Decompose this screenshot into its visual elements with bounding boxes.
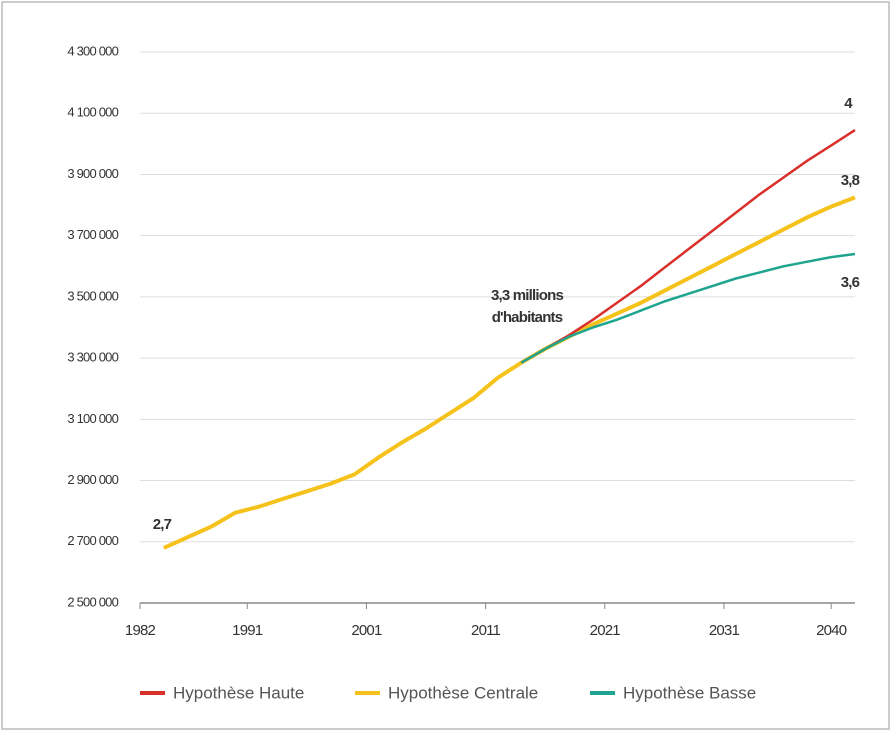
y-tick-label: 2 500 000 (67, 594, 118, 609)
y-tick-label: 3 900 000 (67, 166, 118, 181)
x-tick-label: 2011 (471, 622, 501, 639)
y-tick-label: 4 100 000 (67, 105, 118, 120)
x-tick-label: 2040 (816, 622, 847, 639)
annotation: 2,7 (153, 516, 172, 533)
y-tick-label: 3 100 000 (67, 411, 118, 426)
y-tick-label: 2 900 000 (67, 472, 118, 487)
series-line (520, 129, 856, 364)
annotation: 3,3 millions (491, 287, 564, 304)
y-tick-label: 3 500 000 (67, 288, 118, 303)
series-line (520, 252, 856, 364)
y-tick-label: 3 700 000 (67, 227, 118, 242)
legend-label: Hypothèse Basse (623, 683, 756, 702)
legend-label: Hypothèse Haute (173, 683, 304, 702)
y-tick-label: 3 300 000 (67, 350, 118, 365)
x-tick-label: 2031 (709, 622, 740, 639)
series-line (162, 195, 856, 550)
annotation: 3,8 (841, 172, 860, 189)
x-tick-label: 2001 (351, 622, 382, 639)
x-tick-label: 1982 (125, 622, 156, 639)
annotation: 4 (844, 95, 853, 112)
legend-label: Hypothèse Centrale (388, 683, 538, 702)
y-tick-label: 2 700 000 (67, 533, 118, 548)
annotation: 3,6 (841, 274, 860, 291)
x-tick-label: 1991 (232, 622, 263, 639)
y-tick-label: 4 300 000 (67, 43, 118, 58)
annotation: d'habitants (492, 309, 563, 326)
x-tick-label: 2021 (590, 622, 621, 639)
